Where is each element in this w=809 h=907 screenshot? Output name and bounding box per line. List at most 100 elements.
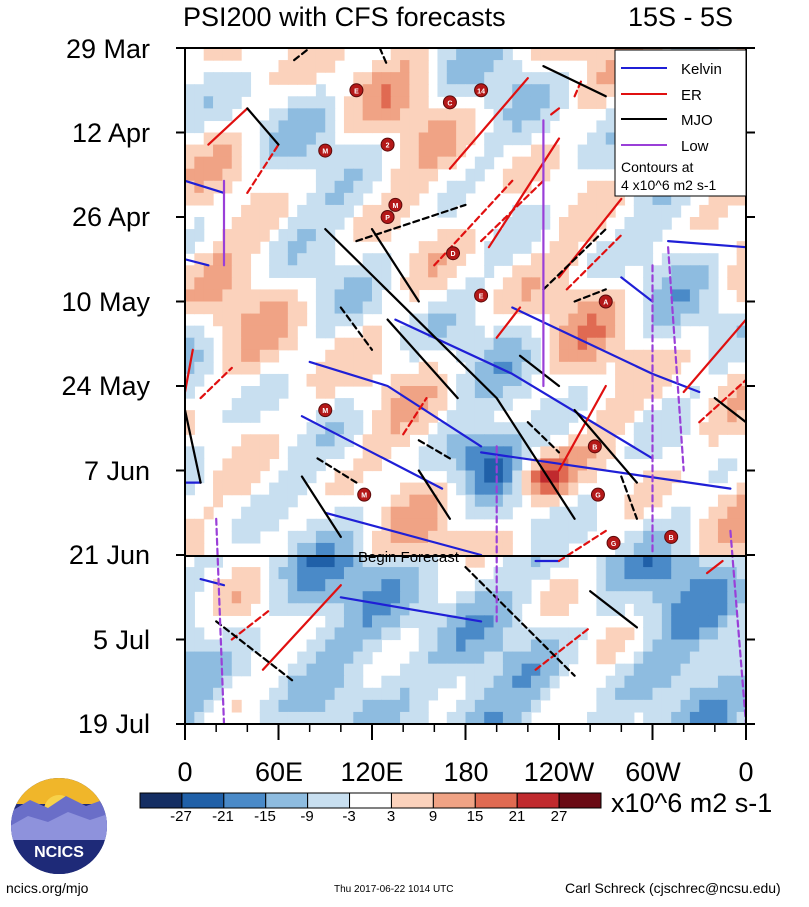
er-contour <box>573 77 584 98</box>
field-cell <box>493 386 504 399</box>
field-cell <box>493 639 504 653</box>
field-cell <box>605 567 616 580</box>
field-cell <box>418 120 429 134</box>
field-cell <box>474 506 485 520</box>
field-cell <box>259 313 270 327</box>
mjo-contour <box>573 288 607 303</box>
field-cell <box>306 241 317 254</box>
field-cell <box>652 229 663 242</box>
x-tick-label: 0 <box>177 757 193 787</box>
kelvin-contour <box>185 179 226 194</box>
field-cell <box>390 567 401 580</box>
field-cell <box>231 277 242 291</box>
field-cell <box>428 108 439 122</box>
field-cell <box>418 518 429 532</box>
field-cell <box>213 289 223 303</box>
field-cell <box>325 48 336 61</box>
storm-marker: M <box>318 143 333 158</box>
field-cell <box>185 482 195 496</box>
field-cell <box>530 530 541 544</box>
field-cell <box>624 663 635 677</box>
field-cell <box>315 84 326 97</box>
field-cell <box>334 313 345 327</box>
field-cell <box>652 349 663 363</box>
x-tick-label: 60E <box>254 757 304 787</box>
field-cell <box>362 217 373 230</box>
field-cell <box>680 663 691 677</box>
field-cell <box>568 627 579 641</box>
field-cell <box>708 542 719 556</box>
field-cell <box>306 651 317 665</box>
field-cell <box>362 72 373 85</box>
field-cell <box>549 289 560 303</box>
field-cell <box>727 687 738 701</box>
field-cell <box>231 482 242 496</box>
field-cell <box>559 72 569 85</box>
field-cell <box>727 567 738 580</box>
field-cell <box>661 253 672 266</box>
field-cell <box>699 603 710 616</box>
field-cell <box>549 675 560 689</box>
field-cell <box>559 482 569 496</box>
field-cell <box>231 651 242 665</box>
field-cell <box>717 639 728 653</box>
field-cell <box>530 651 541 665</box>
field-cell <box>615 639 626 653</box>
field-cell <box>502 699 513 713</box>
field-cell <box>194 555 205 568</box>
field-cell <box>484 542 495 556</box>
field-cell <box>362 349 373 363</box>
field-cell <box>521 96 532 109</box>
field-cell <box>259 289 270 303</box>
field-cell <box>231 156 242 170</box>
field-cell <box>325 410 336 423</box>
field-cell <box>643 277 654 291</box>
field-cell <box>315 410 326 423</box>
field-cell <box>241 470 252 484</box>
field-cell <box>353 530 364 544</box>
field-cell <box>493 229 504 242</box>
field-cell <box>400 84 410 97</box>
field-cell <box>680 410 691 423</box>
field-cell <box>325 108 336 122</box>
field-cell <box>708 579 719 592</box>
field-cell <box>194 518 205 532</box>
field-cell <box>680 506 691 520</box>
field-cell <box>325 687 336 701</box>
field-cell <box>596 84 607 97</box>
mjo-contour <box>573 409 639 484</box>
field-cell <box>334 48 345 61</box>
field-cell <box>259 204 270 218</box>
er-contour <box>487 137 561 249</box>
field-cell <box>372 204 382 218</box>
field-cell <box>241 325 252 339</box>
field-cell <box>661 663 672 677</box>
field-cell <box>353 711 364 724</box>
field-cell <box>512 711 523 724</box>
field-cell <box>456 120 467 134</box>
x-tick-label: 0 <box>738 757 754 787</box>
field-cell <box>437 325 448 339</box>
field-cell <box>437 132 448 146</box>
field-cell <box>708 434 719 447</box>
footer-site-link[interactable]: ncics.org/mjo <box>6 880 89 896</box>
field-cell <box>605 60 616 73</box>
field-cell <box>680 349 691 363</box>
field-cell <box>549 96 560 109</box>
field-cell <box>409 120 420 134</box>
field-cell <box>381 579 392 592</box>
storm-icon <box>380 210 395 224</box>
mjo-contour <box>339 306 374 351</box>
field-cell <box>437 506 448 520</box>
field-cell <box>484 579 495 592</box>
field-cell <box>540 301 551 315</box>
field-cell <box>577 217 588 230</box>
field-cell <box>605 422 616 435</box>
field-cell <box>306 132 317 146</box>
field-cell <box>727 458 738 472</box>
field-cell <box>250 518 261 532</box>
field-cell <box>596 253 607 266</box>
field-cell <box>315 711 326 724</box>
field-cell <box>717 699 728 713</box>
field-cell <box>325 373 336 387</box>
